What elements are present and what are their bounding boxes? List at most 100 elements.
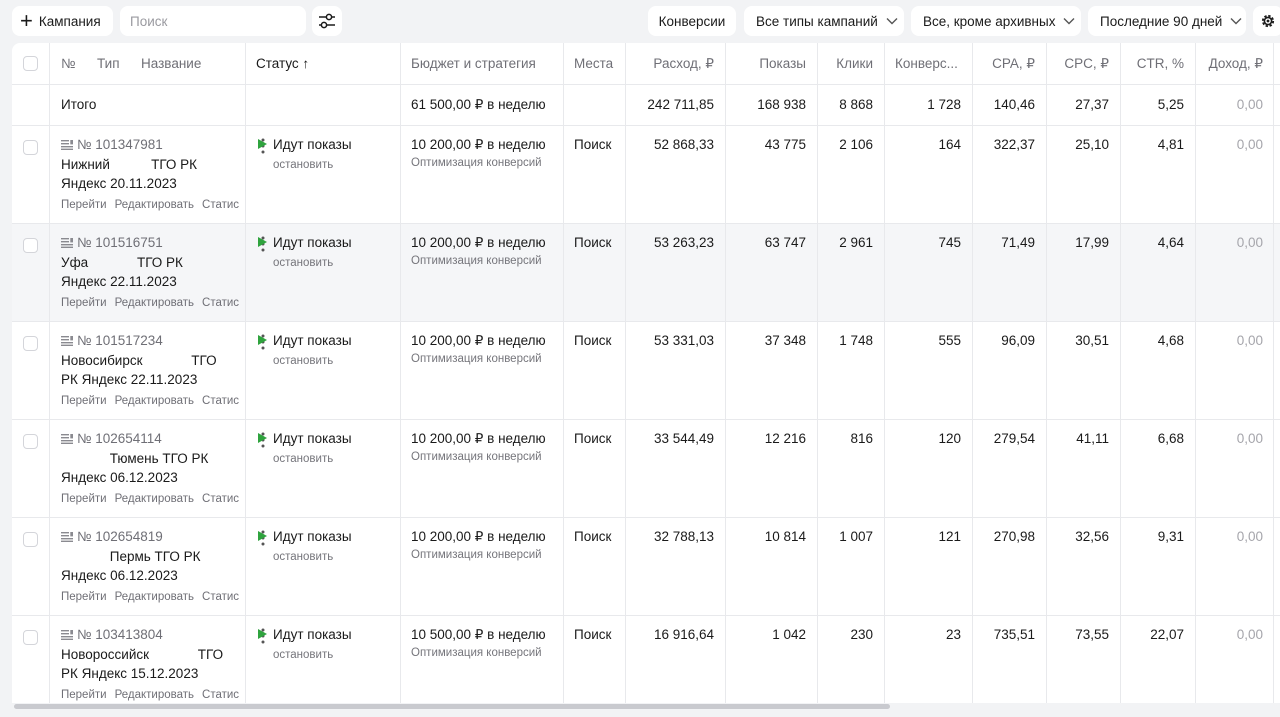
row-spend-cell: 32 788,13 xyxy=(626,518,726,615)
row-checkbox[interactable] xyxy=(23,140,38,155)
column-budget[interactable]: Бюджет и стратегия xyxy=(411,56,536,71)
conversions-button[interactable]: Конверсии xyxy=(648,6,736,36)
stop-link[interactable]: остановить xyxy=(273,355,334,367)
row-budget-cell: 10 200,00 ₽ в неделю Оптимизация конверс… xyxy=(401,322,564,419)
column-ctr[interactable]: CTR, % xyxy=(1136,56,1184,71)
row-checkbox[interactable] xyxy=(23,238,38,253)
select-all-checkbox[interactable] xyxy=(23,56,38,71)
edit-link[interactable]: Редактировать xyxy=(114,199,195,211)
campaign-name[interactable]: Уфа ТГО РК Яндекс 22.11.2023 xyxy=(61,255,187,289)
campaign-name[interactable]: Новосибирск ТГО РК Яндекс 22.11.2023 xyxy=(61,353,221,387)
column-cpc[interactable]: CPC, ₽ xyxy=(1064,56,1109,71)
budget-value[interactable]: 10 200,00 ₽ в неделю xyxy=(411,235,546,250)
campaign-id[interactable]: № 101347981 xyxy=(77,137,163,152)
settings-button[interactable] xyxy=(1253,6,1280,36)
status-line: Идут показы xyxy=(258,626,352,644)
column-places[interactable]: Места xyxy=(574,56,614,71)
table-row[interactable]: № 102654114 Тюмень ТГО РК Яндекс 06.12.2… xyxy=(12,420,1280,518)
row-checkbox[interactable] xyxy=(23,532,38,547)
campaign-id-line: № 103413804 xyxy=(61,626,163,644)
campaign-name[interactable]: Новороссийск ТГО РК Яндекс 15.12.2023 xyxy=(61,647,227,681)
stats-link[interactable]: Статистика xyxy=(202,297,239,309)
campaign-id[interactable]: № 101517234 xyxy=(77,333,163,348)
column-conversions[interactable]: Конверс... xyxy=(895,56,958,71)
table-row[interactable]: № 101516751 Уфа ТГО РК Яндекс 22.11.2023… xyxy=(12,224,1280,322)
column-name[interactable]: Название xyxy=(141,56,202,71)
row-clicks-cell: 816 xyxy=(818,420,885,517)
column-number[interactable]: № xyxy=(61,56,76,71)
search-box[interactable] xyxy=(120,6,306,36)
search-input[interactable] xyxy=(128,12,302,30)
column-status[interactable]: Статус ↑ xyxy=(256,56,310,71)
row-checkbox[interactable] xyxy=(23,630,38,645)
row-income-cell: 0,00 xyxy=(1196,420,1274,517)
column-impressions[interactable]: Показы xyxy=(759,56,806,71)
column-type[interactable]: Тип xyxy=(97,56,120,71)
column-income[interactable]: Доход, ₽ xyxy=(1208,56,1263,71)
table-row[interactable]: № 101517234 Новосибирск ТГО РК Яндекс 22… xyxy=(12,322,1280,420)
row-status-cell: Идут показы остановить xyxy=(246,126,401,223)
campaign-type-icon xyxy=(61,630,73,641)
row-spend-cell: 16 916,64 xyxy=(626,616,726,703)
stop-link[interactable]: остановить xyxy=(273,257,334,269)
go-link[interactable]: Перейти xyxy=(61,199,107,211)
edit-link[interactable]: Редактировать xyxy=(114,297,195,309)
play-icon xyxy=(258,531,267,542)
gear-icon xyxy=(1261,14,1275,28)
campaign-id[interactable]: № 102654114 xyxy=(77,431,162,446)
ctr-value: 6,68 xyxy=(1157,431,1184,446)
go-link[interactable]: Перейти xyxy=(61,493,107,505)
stop-link[interactable]: остановить xyxy=(273,453,334,465)
archive-filter-select[interactable]: Все, кроме архивных xyxy=(911,6,1081,36)
row-conversions-cell: 23 xyxy=(885,616,973,703)
total-ctr-cell: 5,25 xyxy=(1121,85,1196,125)
row-name-cell: № 101516751 Уфа ТГО РК Яндекс 22.11.2023… xyxy=(50,224,265,321)
stats-link[interactable]: Статистика xyxy=(202,591,239,603)
budget-value[interactable]: 10 200,00 ₽ в неделю xyxy=(411,333,546,348)
budget-value[interactable]: 10 200,00 ₽ в неделю xyxy=(411,431,546,446)
stats-link[interactable]: Статистика xyxy=(202,395,239,407)
campaign-name[interactable]: Тюмень ТГО РК Яндекс 06.12.2023 xyxy=(61,451,213,485)
campaign-types-select[interactable]: Все типы кампаний xyxy=(744,6,904,36)
horizontal-scrollbar[interactable] xyxy=(14,704,890,709)
budget-value[interactable]: 10 200,00 ₽ в неделю xyxy=(411,137,546,152)
stop-link[interactable]: остановить xyxy=(273,551,334,563)
column-spend[interactable]: Расход, ₽ xyxy=(653,56,714,71)
go-link[interactable]: Перейти xyxy=(61,591,107,603)
table-row[interactable]: № 103413804 Новороссийск ТГО РК Яндекс 1… xyxy=(12,616,1280,703)
go-link[interactable]: Перейти xyxy=(61,689,107,701)
campaign-name[interactable]: Пермь ТГО РК Яндекс 06.12.2023 xyxy=(61,549,205,583)
edit-link[interactable]: Редактировать xyxy=(114,493,195,505)
stop-link[interactable]: остановить xyxy=(273,649,334,661)
budget-value[interactable]: 10 200,00 ₽ в неделю xyxy=(411,529,546,544)
add-campaign-button[interactable]: + Кампания xyxy=(12,6,113,36)
edit-link[interactable]: Редактировать xyxy=(114,689,195,701)
stats-link[interactable]: Статистика xyxy=(202,689,239,701)
column-clicks[interactable]: Клики xyxy=(836,56,873,71)
column-cpa[interactable]: CPA, ₽ xyxy=(992,56,1035,71)
campaign-id[interactable]: № 103413804 xyxy=(77,627,163,642)
impressions-value: 37 348 xyxy=(764,333,806,348)
period-select[interactable]: Последние 90 дней xyxy=(1088,6,1246,36)
stats-link[interactable]: Статистика xyxy=(202,493,239,505)
filter-settings-button[interactable] xyxy=(312,6,342,36)
row-conversions-cell: 745 xyxy=(885,224,973,321)
row-spend-cell: 52 868,33 xyxy=(626,126,726,223)
row-checkbox[interactable] xyxy=(23,434,38,449)
campaign-id[interactable]: № 102654819 xyxy=(77,529,163,544)
stop-link[interactable]: остановить xyxy=(273,159,334,171)
edit-link[interactable]: Редактировать xyxy=(114,395,195,407)
table-row[interactable]: № 101347981 Нижний ТГО РК Яндекс 20.11.2… xyxy=(12,126,1280,224)
row-clicks-cell: 1 748 xyxy=(818,322,885,419)
go-link[interactable]: Перейти xyxy=(61,297,107,309)
row-checkbox[interactable] xyxy=(23,336,38,351)
cpa-value: 279,54 xyxy=(993,431,1035,446)
status-line: Идут показы xyxy=(258,234,352,252)
table-row[interactable]: № 102654819 Пермь ТГО РК Яндекс 06.12.20… xyxy=(12,518,1280,616)
stats-link[interactable]: Статистика xyxy=(202,199,239,211)
campaign-name[interactable]: Нижний ТГО РК Яндекс 20.11.2023 xyxy=(61,157,201,191)
edit-link[interactable]: Редактировать xyxy=(114,591,195,603)
campaign-id[interactable]: № 101516751 xyxy=(77,235,163,250)
budget-value[interactable]: 10 500,00 ₽ в неделю xyxy=(411,627,546,642)
go-link[interactable]: Перейти xyxy=(61,395,107,407)
